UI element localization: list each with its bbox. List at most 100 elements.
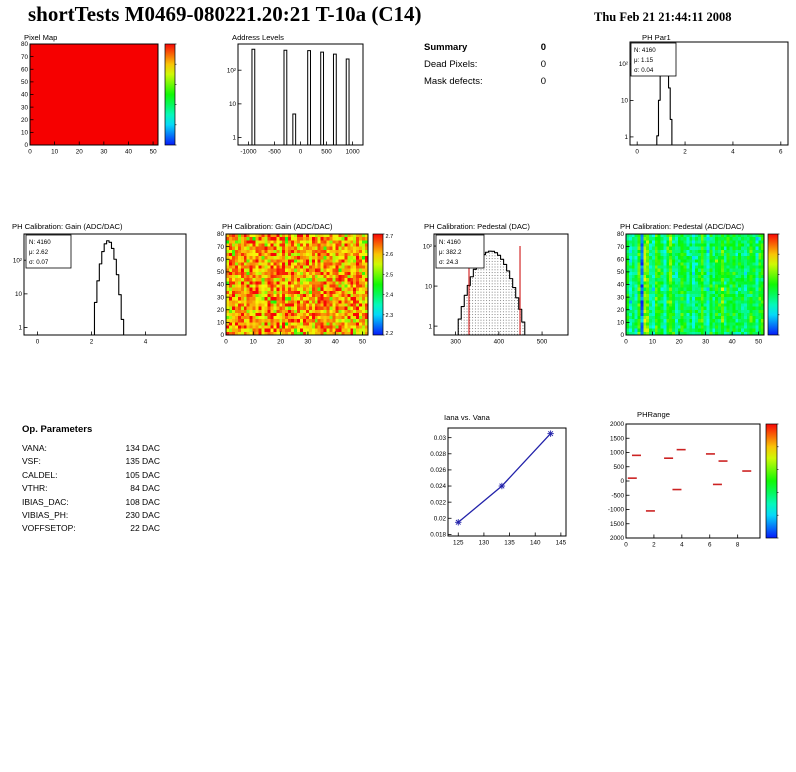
axis-tick-label: 2000 bbox=[610, 421, 625, 428]
op-parameter-row: IBIAS_DAC: 108 DAC bbox=[22, 496, 160, 509]
plot-frame bbox=[433, 233, 569, 336]
plot-frame bbox=[447, 427, 567, 537]
summary-row-label: Mask defects: bbox=[424, 76, 483, 87]
op-parameter-label: VANA: bbox=[22, 443, 47, 453]
ped_hist-chart-title: PH Calibration: Pedestal (DAC) bbox=[424, 222, 530, 231]
stats-line: σ: 0.07 bbox=[29, 259, 49, 266]
op-parameter-value: 22 DAC bbox=[130, 523, 160, 534]
op-parameter-label: VIBIAS_PH: bbox=[22, 510, 69, 521]
axis-tick-label: 0 bbox=[620, 478, 624, 485]
data-marker bbox=[547, 431, 554, 437]
axis-tick-label: 0 bbox=[220, 332, 224, 339]
ped_map-chart: PH Calibration: Pedestal (ADC/DAC) 0 10 20 3… bbox=[617, 222, 780, 346]
spike bbox=[320, 51, 325, 145]
gain_map-chart: PH Calibration: Gain (ADC/DAC) 0 10 20 30 40 5… bbox=[217, 222, 394, 346]
op-parameters-block: Op. Parameters VANA: 134 DAC VSF: 135 DA… bbox=[22, 424, 160, 536]
axis-tick-label: 0 bbox=[635, 149, 639, 156]
axis-tick-label: 1 bbox=[18, 325, 22, 332]
axis-tick-label: 50 bbox=[150, 149, 158, 156]
axis-tick-label: 50 bbox=[217, 269, 225, 276]
axis-tick-label: 140 bbox=[530, 540, 541, 547]
op-parameters-title: Op. Parameters bbox=[22, 424, 93, 435]
address_levels-chart-title: Address Levels bbox=[232, 33, 284, 42]
axis-tick-label: 10² bbox=[13, 257, 22, 264]
axis-tick-label: 40 bbox=[21, 92, 29, 99]
summary-total-value: 0 bbox=[540, 42, 546, 53]
axis-tick-label: 10 bbox=[15, 291, 23, 298]
axis-tick-label: 0.02 bbox=[434, 515, 447, 522]
axis-tick-label: -500 bbox=[268, 149, 281, 156]
axis-tick-label: 10 bbox=[229, 101, 237, 108]
stats-line: μ: 382.2 bbox=[439, 249, 462, 256]
op-parameter-value: 84 DAC bbox=[130, 483, 160, 494]
axis-tick-label: 500 bbox=[537, 339, 548, 346]
op-parameter-label: IBIAS_DAC: bbox=[22, 496, 69, 507]
axis-tick-label: 0 bbox=[624, 339, 628, 346]
axis-tick-label: -500 bbox=[611, 492, 624, 499]
axis-tick-label: 10 bbox=[617, 320, 625, 327]
axis-tick-label: 0 bbox=[28, 149, 32, 156]
axis-tick-label: 20 bbox=[277, 339, 285, 346]
axis-tick-label: 0 bbox=[299, 149, 303, 156]
axis-tick-label: 20 bbox=[676, 339, 684, 346]
axis-tick-label: 10 bbox=[649, 339, 657, 346]
gain_hist-chart-title: PH Calibration: Gain (ADC/DAC) bbox=[12, 222, 123, 231]
pixel_map-chart-title: Pixel Map bbox=[24, 33, 57, 42]
axis-tick-label: 2 bbox=[652, 542, 656, 549]
axis-tick-label: 0 bbox=[36, 339, 40, 346]
axis-tick-label: 4 bbox=[680, 542, 684, 549]
axis-tick-label: 0.024 bbox=[430, 483, 446, 490]
data-marker bbox=[499, 483, 505, 489]
axis-tick-label: 0 bbox=[224, 339, 228, 346]
axis-tick-label: 70 bbox=[217, 244, 225, 251]
axis-tick-label: 30 bbox=[304, 339, 312, 346]
summary-title: Summary bbox=[424, 42, 468, 53]
axis-tick-label: 10² bbox=[423, 243, 432, 250]
axis-tick-label: 2 bbox=[683, 149, 687, 156]
color-scale-bar bbox=[372, 233, 384, 336]
op-parameter-value: 105 DAC bbox=[125, 469, 161, 480]
axis-tick-label: 20 bbox=[21, 117, 29, 124]
data-line bbox=[457, 433, 552, 523]
pixel_map-chart: Pixel Map 0 10 20 30 40 50 0 10 20 30 40 50 60 70 80 bbox=[21, 33, 177, 156]
axis-tick-label: 10² bbox=[619, 61, 628, 68]
summary-row-value: 0 bbox=[540, 59, 546, 70]
axis-tick-label: 50 bbox=[755, 339, 763, 346]
axis-tick-label: 70 bbox=[617, 244, 625, 251]
spike bbox=[292, 113, 297, 145]
spike bbox=[332, 53, 337, 145]
axis-tick-label: 40 bbox=[617, 282, 625, 289]
axis-tick-label: -1000 bbox=[608, 507, 625, 514]
axis-tick-label: 10 bbox=[217, 320, 225, 327]
axis-tick-label: 135 bbox=[504, 540, 515, 547]
summary-row-value: 0 bbox=[540, 76, 546, 87]
op-parameter-label: CALDEL: bbox=[22, 469, 58, 480]
plot-frame bbox=[625, 423, 761, 539]
summary-header-row: Summary 0 bbox=[424, 39, 546, 56]
axis-tick-label: 2000 bbox=[610, 535, 625, 542]
axis-tick-label: 30 bbox=[21, 104, 29, 111]
axis-tick-label: 0 bbox=[620, 332, 624, 339]
axis-tick-label: 0.028 bbox=[430, 451, 446, 458]
stats-line: N: 4160 bbox=[439, 239, 461, 246]
heatmap-cells bbox=[226, 234, 369, 336]
axis-tick-label: 40 bbox=[332, 339, 340, 346]
stats-line: μ: 1.15 bbox=[634, 57, 654, 64]
color-scale-label: 2.6 bbox=[386, 252, 394, 258]
axis-tick-label: 0.026 bbox=[430, 467, 446, 474]
axis-tick-label: 20 bbox=[76, 149, 84, 156]
color-scale-label: 2.4 bbox=[386, 293, 394, 299]
iana-chart: Iana vs. Vana 125 130 135 140 145 0.018 0.02 0.0… bbox=[430, 413, 567, 547]
hist-fill bbox=[434, 251, 568, 335]
axis-tick-label: 145 bbox=[556, 540, 567, 547]
stats-box bbox=[630, 42, 677, 77]
stats-box bbox=[25, 234, 72, 269]
op-parameter-value: 108 DAC bbox=[125, 496, 161, 507]
axis-tick-label: 20 bbox=[617, 307, 625, 314]
axis-tick-label: 30 bbox=[702, 339, 710, 346]
summary-block: Summary 0 Dead Pixels: 0 Mask defects: 0 bbox=[424, 39, 546, 90]
phrange-chart: PHRange 0 2 4 6 8 2000 1500 1000 500 0 -500 -1000 150… bbox=[608, 410, 779, 549]
axis-tick-label: 125 bbox=[453, 540, 464, 547]
axis-tick-label: 4 bbox=[731, 149, 735, 156]
